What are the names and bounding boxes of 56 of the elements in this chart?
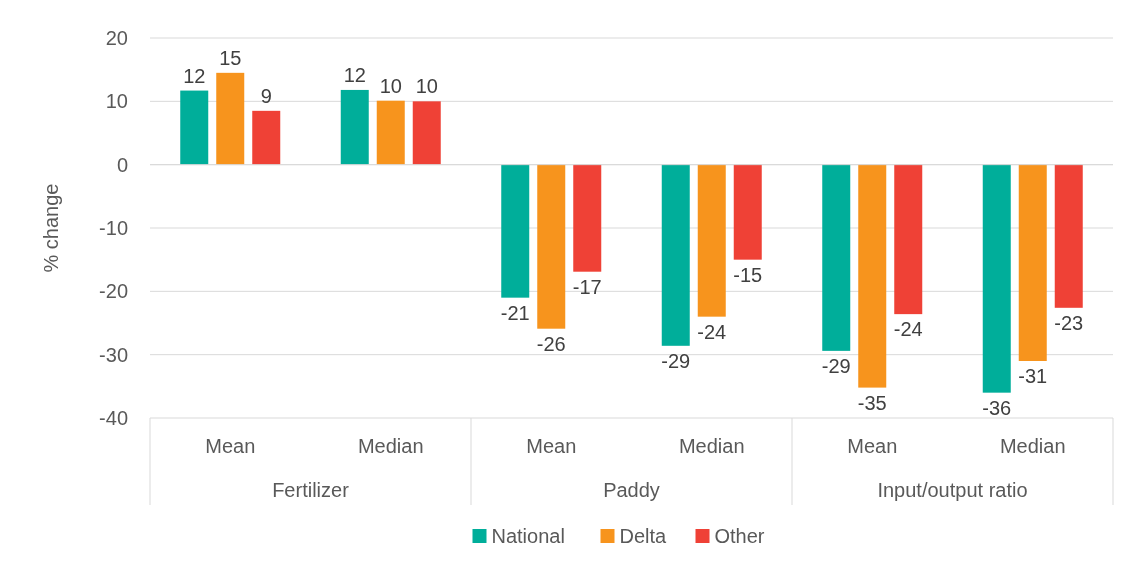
bar — [982, 164, 1011, 393]
bar — [376, 100, 405, 165]
data-label: -31 — [1018, 365, 1048, 387]
bar — [573, 164, 602, 272]
data-label: -23 — [1054, 311, 1084, 334]
bar — [822, 164, 851, 351]
x-tick-label: Mean — [205, 435, 256, 457]
data-label: -17 — [572, 275, 602, 298]
bar — [216, 72, 245, 165]
data-label: -21 — [500, 301, 530, 324]
x-tick-label: Mean — [847, 435, 898, 457]
y-tick-label: 20 — [105, 27, 128, 49]
y-tick-label: 0 — [116, 153, 128, 176]
data-label: 10 — [415, 75, 438, 98]
text: Fertilizer — [272, 479, 350, 501]
bar — [697, 164, 726, 317]
y-tick-label: -20 — [99, 280, 128, 303]
y-tick-label: -30 — [99, 343, 128, 366]
data-label: 12 — [183, 64, 206, 87]
data-label: -35 — [857, 391, 887, 414]
bar — [1018, 164, 1047, 361]
y-tick-label: -10 — [99, 217, 128, 239]
text: Paddy — [603, 479, 660, 501]
data-label: -26 — [536, 332, 566, 355]
bar — [412, 101, 441, 165]
data-label: -24 — [893, 318, 923, 341]
text: Input/output ratio — [877, 479, 1028, 501]
data-label: -24 — [697, 320, 727, 343]
bar — [858, 164, 887, 388]
bar — [1054, 164, 1083, 308]
bar — [252, 110, 281, 165]
data-label: 12 — [343, 63, 366, 86]
x-tick-label: Mean — [526, 435, 577, 457]
y-tick-label: 10 — [105, 90, 128, 113]
legend-label: National — [491, 525, 565, 547]
bar — [733, 164, 762, 260]
data-label: -29 — [661, 349, 691, 372]
legend-label: Other — [714, 525, 765, 547]
x-tick-label: Median — [678, 435, 745, 457]
bar — [340, 89, 369, 165]
legend-label: Delta — [619, 525, 668, 547]
data-label: 10 — [379, 74, 402, 97]
data-label: -36 — [982, 396, 1012, 419]
data-label: -15 — [733, 263, 763, 286]
bar — [501, 164, 530, 298]
bar — [661, 164, 690, 346]
bar — [180, 90, 209, 165]
y-tick-label: -40 — [99, 407, 128, 429]
x-tick-label: Median — [999, 435, 1066, 457]
bar — [537, 164, 566, 329]
data-label: 15 — [219, 46, 242, 69]
bar — [894, 164, 923, 315]
data-label: 9 — [260, 84, 272, 107]
data-label: -29 — [821, 354, 851, 377]
y-axis-title: % change — [40, 183, 62, 273]
x-tick-label: Median — [357, 435, 424, 457]
